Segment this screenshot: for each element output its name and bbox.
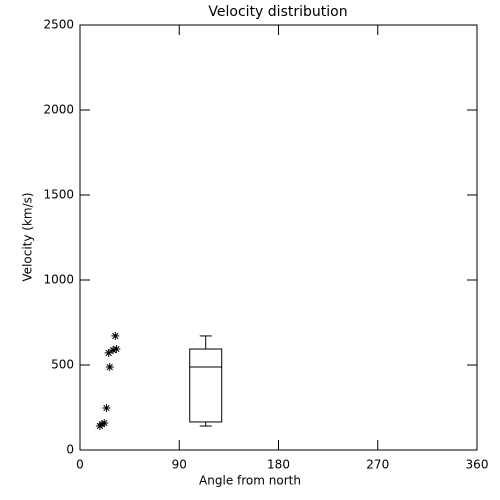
y-tick-label: 1500 [43,188,74,202]
y-axis-label: Velocity (km/s) [21,192,35,281]
x-tick-label: 360 [466,458,489,472]
y-tick-label: 2500 [43,18,74,32]
chart-title: Velocity distribution [208,4,347,20]
point [109,346,118,355]
y-tick-label: 2000 [43,103,74,117]
point [104,348,113,357]
y-tick-label: 1000 [43,273,74,287]
x-tick-label: 0 [76,458,84,472]
x-axis-label: Angle from north [199,474,301,488]
x-tick-label: 270 [366,458,389,472]
point [100,418,109,427]
point [112,345,121,354]
point [102,404,111,413]
y-tick-label: 0 [66,443,74,457]
point [111,331,120,340]
box-plot [189,335,223,427]
point [105,363,114,372]
x-tick-label: 180 [267,458,290,472]
box-body [189,348,223,423]
plot-frame [79,24,478,451]
x-tick-label: 90 [172,458,187,472]
point [98,419,107,428]
y-tick-label: 500 [51,358,74,372]
